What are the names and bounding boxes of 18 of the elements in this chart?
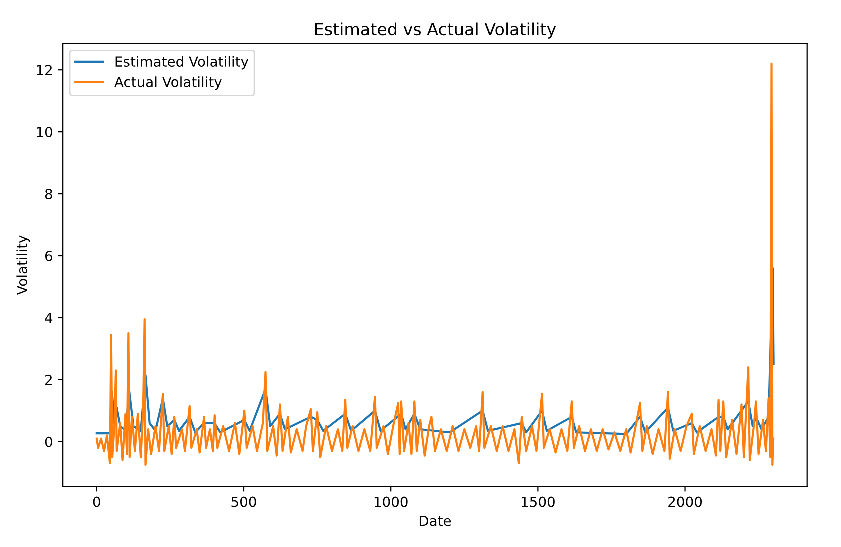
y-tick-label: 4 <box>45 313 53 324</box>
x-tick-label: 1000 <box>374 496 408 508</box>
x-axis-title: Date <box>420 516 452 526</box>
y-tick-label: 6 <box>45 250 52 262</box>
chart-title: Estimated vs Actual Volatility <box>315 22 556 39</box>
legend-label: Estimated Volatility <box>116 56 249 70</box>
x-tick-label: 2000 <box>668 496 702 508</box>
legend-label: Actual Volatility <box>114 76 222 90</box>
y-tick-label: 0 <box>45 436 52 448</box>
x-tick-label: 500 <box>232 496 256 508</box>
y-tick-label: 8 <box>45 189 52 200</box>
x-tick-label: 1500 <box>522 496 555 508</box>
y-axis-title: Volatility <box>16 236 30 296</box>
y-tick-label: 12 <box>37 65 52 76</box>
line-series <box>96 267 775 436</box>
x-tick-label: 0 <box>93 496 100 508</box>
y-tick-label: 2 <box>46 374 52 386</box>
y-tick-label: 10 <box>37 127 52 138</box>
